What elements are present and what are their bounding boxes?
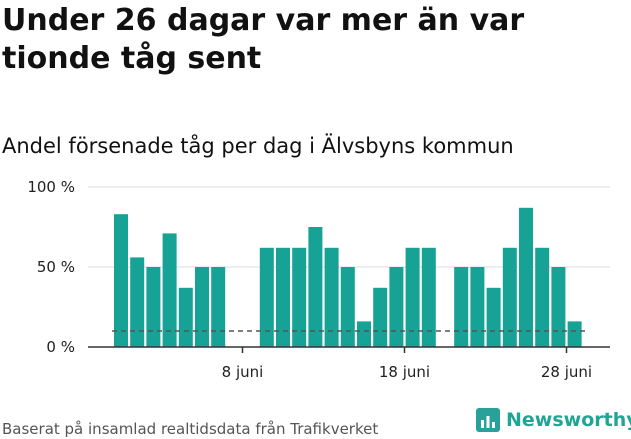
bar	[324, 247, 339, 347]
bar	[146, 267, 161, 347]
bar	[389, 267, 404, 347]
bar	[211, 267, 226, 347]
y-tick-label: 50 %	[37, 258, 75, 276]
source-note: Baserat på insamlad realtidsdata från Tr…	[2, 420, 379, 438]
x-tick-label: 18 juni	[379, 363, 430, 381]
chart-title: Under 26 dagar var mer än var tionde tåg…	[2, 3, 525, 76]
bar	[551, 267, 566, 347]
bar	[502, 247, 517, 347]
x-tick-label: 28 juni	[541, 363, 592, 381]
bar	[340, 267, 355, 347]
bar	[421, 247, 436, 347]
y-tick-label: 0 %	[46, 338, 75, 356]
bar	[405, 247, 420, 347]
bar	[357, 321, 371, 347]
bar	[130, 257, 145, 347]
bar	[276, 247, 290, 347]
bar	[259, 247, 274, 347]
chart-subtitle: Andel försenade tåg per dag i Älvsbyns k…	[2, 134, 514, 158]
bar	[308, 227, 323, 347]
brand-name: Newsworthy	[506, 409, 631, 431]
bar-chart-icon	[476, 408, 500, 432]
x-tick-label: 8 juni	[222, 363, 264, 381]
newsworthy-logo: Newsworthy	[476, 408, 631, 432]
bar	[535, 247, 550, 347]
bar	[373, 287, 388, 347]
bar	[178, 287, 193, 347]
bar	[454, 267, 469, 347]
bar	[292, 247, 307, 347]
bar	[195, 267, 209, 347]
bar	[162, 233, 177, 347]
bar-chart: 0 % 50 % 100 % 8 juni 18 juni 28 juni	[27, 178, 610, 381]
bar	[470, 267, 485, 347]
bar	[519, 207, 533, 347]
bar	[114, 214, 128, 347]
y-tick-label: 100 %	[27, 178, 75, 196]
bar	[567, 321, 582, 347]
bar	[486, 287, 501, 347]
